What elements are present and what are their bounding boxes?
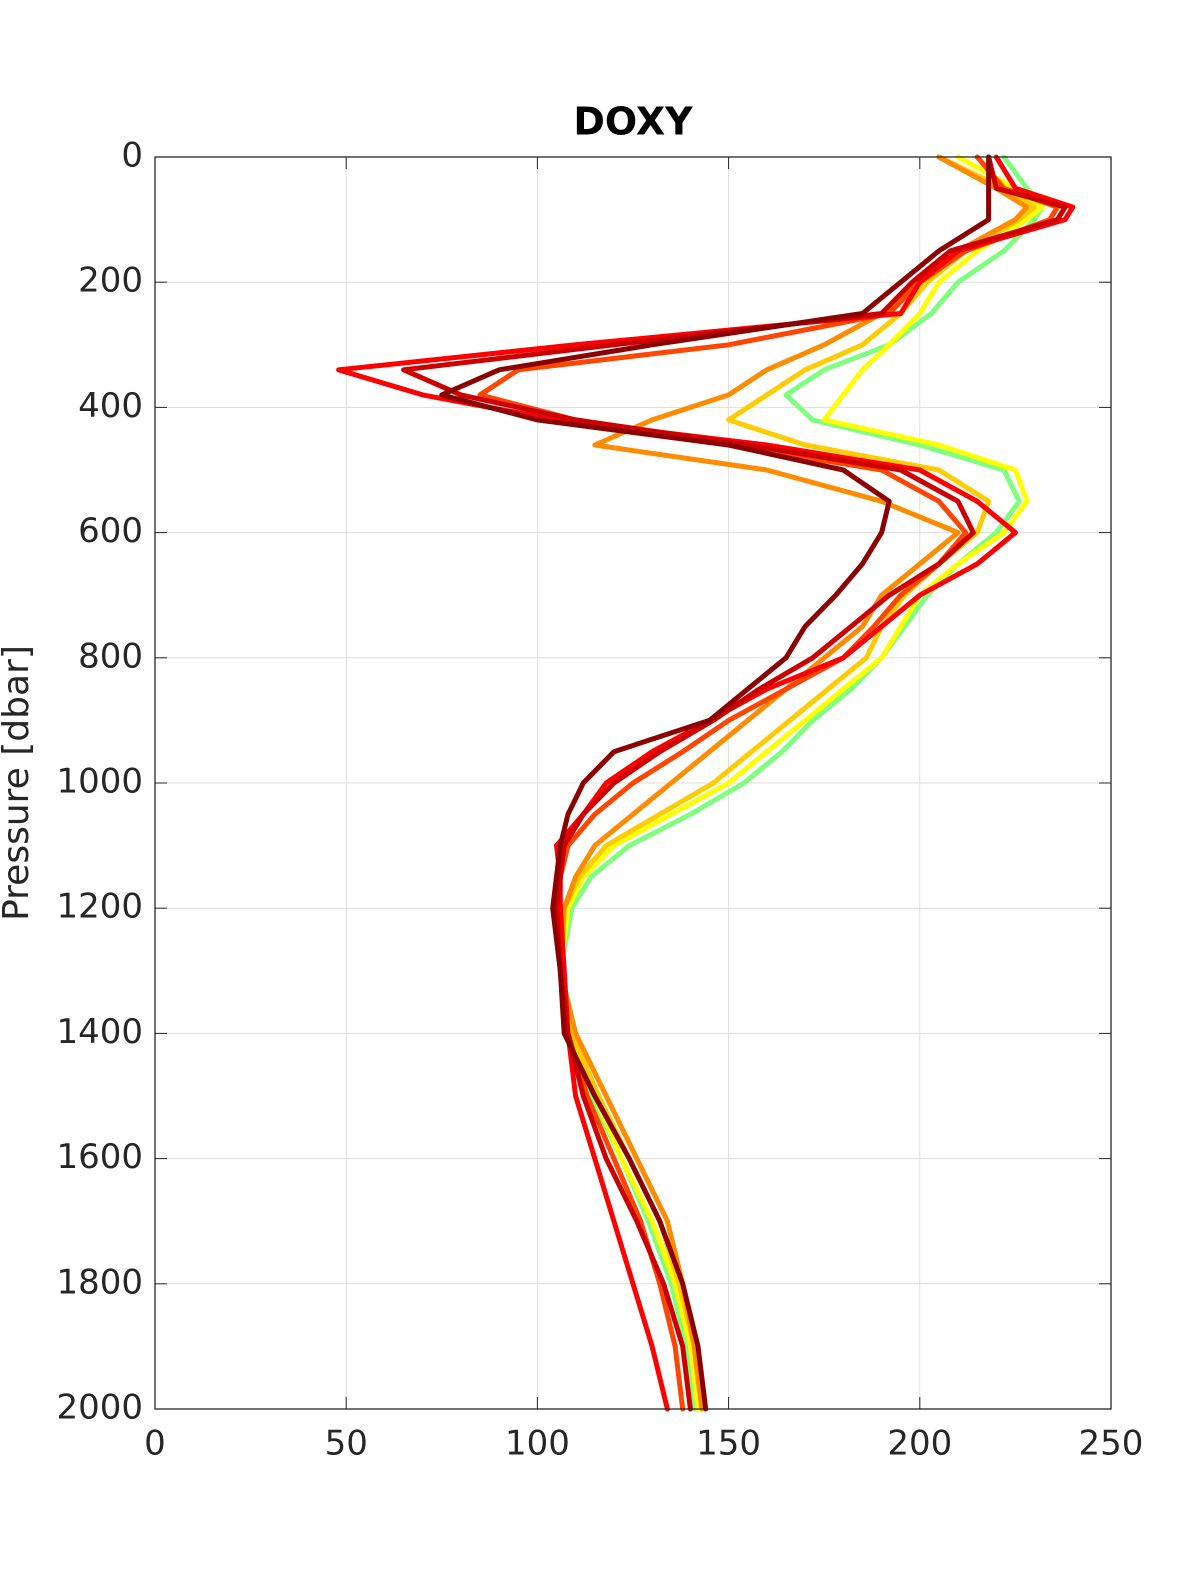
y-axis-label: Pressure [dbar]: [0, 645, 37, 921]
chart-title: DOXY: [573, 100, 693, 144]
y-tick-label: 1200: [56, 887, 143, 927]
y-tick-label: 0: [121, 136, 143, 176]
y-tick-label: 1800: [56, 1262, 143, 1302]
y-tick-label: 400: [78, 386, 143, 426]
x-tick-label: 50: [325, 1424, 368, 1464]
profile-line: [439, 154, 992, 1412]
x-tick-label: 100: [505, 1424, 570, 1464]
y-tick-label: 2000: [56, 1388, 143, 1428]
x-tick-label: 150: [696, 1424, 761, 1464]
y-tick-label: 200: [78, 261, 143, 301]
x-tick-label: 0: [144, 1424, 166, 1464]
x-tick-label: 200: [887, 1424, 952, 1464]
plot-frame: [154, 156, 1112, 1410]
x-tick-label: 250: [1079, 1424, 1144, 1464]
y-tick-label: 1600: [56, 1137, 143, 1177]
y-tick-label: 600: [78, 511, 143, 551]
y-tick-label: 1400: [56, 1012, 143, 1052]
y-tick-label: 1000: [56, 762, 143, 802]
y-tick-label: 800: [78, 636, 143, 676]
